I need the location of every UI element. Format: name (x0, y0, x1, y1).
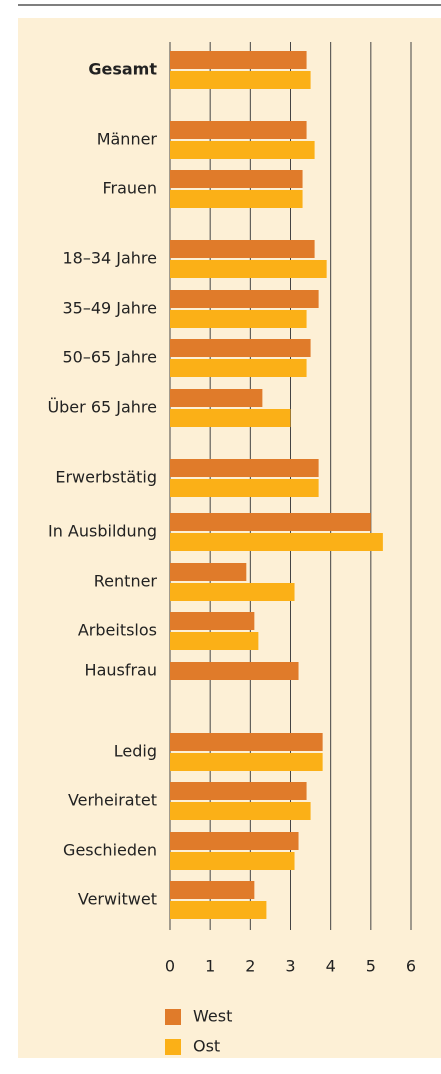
legend-swatch (165, 1039, 181, 1055)
x-tick-label: 2 (245, 957, 255, 976)
x-tick-label: 6 (406, 957, 416, 976)
legend-swatch (165, 1009, 181, 1025)
y-tick-label: 50–65 Jahre (62, 348, 157, 367)
y-tick-label: Geschieden (63, 841, 157, 860)
y-tick-label: Arbeitslos (78, 621, 157, 640)
bar (170, 782, 307, 800)
bar (170, 733, 323, 751)
y-tick-label: Ledig (114, 742, 157, 761)
y-tick-label: Hausfrau (85, 661, 157, 680)
legend-label: Ost (193, 1037, 220, 1056)
bar (170, 389, 263, 407)
y-tick-label: Gesamt (88, 60, 157, 79)
bar (170, 71, 311, 89)
bar (170, 479, 319, 497)
bar (170, 563, 247, 581)
x-tick-label: 3 (285, 957, 295, 976)
bar (170, 612, 255, 630)
bar (170, 662, 299, 680)
bar (170, 409, 291, 427)
bar (170, 141, 315, 159)
bar (170, 832, 299, 850)
y-tick-label: Frauen (102, 179, 157, 198)
bar (170, 632, 259, 650)
legend-label: West (193, 1007, 232, 1026)
bar (170, 190, 303, 208)
bar (170, 339, 311, 357)
y-tick-label: Über 65 Jahre (47, 398, 157, 417)
bar (170, 881, 255, 899)
y-tick-label: Männer (97, 130, 158, 149)
bar (170, 901, 267, 919)
bar (170, 583, 295, 601)
bar (170, 852, 295, 870)
bar (170, 51, 307, 69)
bar (170, 753, 323, 771)
bar (170, 459, 319, 477)
x-tick-label: 1 (205, 957, 215, 976)
y-tick-label: Erwerbstätig (55, 468, 157, 487)
bar (170, 359, 307, 377)
bar (170, 310, 307, 328)
x-tick-label: 4 (326, 957, 336, 976)
bar (170, 260, 327, 278)
x-tick-label: 0 (165, 957, 175, 976)
bar (170, 533, 383, 551)
x-tick-label: 5 (366, 957, 376, 976)
y-tick-label: 18–34 Jahre (62, 249, 157, 268)
y-tick-label: 35–49 Jahre (62, 299, 157, 318)
bar (170, 802, 311, 820)
bar (170, 121, 307, 139)
y-tick-label: Rentner (94, 572, 158, 591)
y-tick-label: Verwitwet (78, 890, 157, 909)
y-tick-label: Verheiratet (68, 791, 157, 810)
bar (170, 290, 319, 308)
bar (170, 513, 371, 531)
y-tick-label: In Ausbildung (48, 522, 157, 541)
bar (170, 170, 303, 188)
bar (170, 240, 315, 258)
